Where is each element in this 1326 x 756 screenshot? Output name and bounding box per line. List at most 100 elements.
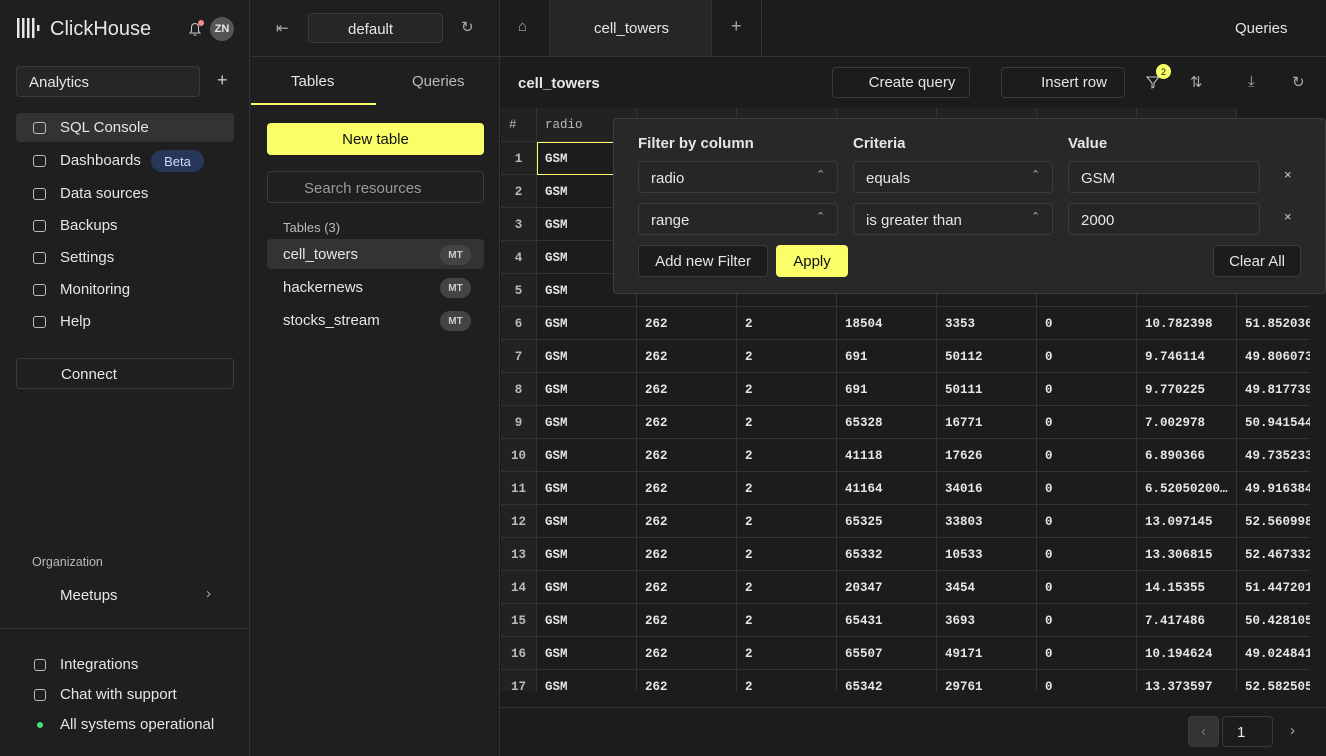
cell[interactable]: 34016 [937,472,1037,505]
cell[interactable]: 10.194624 [1137,637,1237,670]
cell[interactable]: 50.941544 [1237,406,1310,439]
cell[interactable]: 262 [637,538,737,571]
cell[interactable]: 2 [737,439,837,472]
filter-select[interactable]: equals [853,161,1053,193]
remove-filter[interactable]: × [1284,209,1292,224]
cell[interactable]: 0 [1037,571,1137,604]
bell[interactable] [186,20,204,38]
cell[interactable]: 65507 [837,637,937,670]
refresh[interactable]: ↻ [461,19,474,36]
cell[interactable]: 41164 [837,472,937,505]
database-select[interactable]: default [308,13,443,43]
filter-select[interactable]: radio [638,161,838,193]
cell[interactable]: 14.15355 [1137,571,1237,604]
cell[interactable]: 51.852036 [1237,307,1310,340]
cell[interactable]: GSM [537,340,637,373]
cell[interactable]: 7.417486 [1137,604,1237,637]
filter-select[interactable]: range [638,203,838,235]
remove-filter[interactable]: × [1284,167,1292,182]
cell[interactable]: 13.306815 [1137,538,1237,571]
cell[interactable]: 262 [637,505,737,538]
nav-item[interactable]: Help [60,313,91,330]
cell[interactable]: 10.782398 [1137,307,1237,340]
cell[interactable]: 18504 [837,307,937,340]
new-table[interactable]: New table [267,123,484,155]
table-name[interactable]: hackernews [283,279,364,296]
reload[interactable]: ↻ [1292,74,1305,91]
cell[interactable]: 9.770225 [1137,373,1237,406]
nav-item[interactable]: SQL Console [60,119,149,136]
cell[interactable]: 0 [1037,505,1137,538]
cell[interactable]: 49.024841 [1237,637,1310,670]
cell[interactable]: 65431 [837,604,937,637]
org[interactable]: Meetups [60,587,118,604]
cell[interactable]: 29761 [937,670,1037,691]
cell[interactable]: 10533 [937,538,1037,571]
cell[interactable]: 262 [637,472,737,505]
cell[interactable]: 50.428105 [1237,604,1310,637]
cell[interactable]: 262 [637,571,737,604]
cell[interactable]: 6.890366 [1137,439,1237,472]
cell[interactable]: 20347 [837,571,937,604]
add-filter[interactable]: Add new Filter [638,245,768,277]
nav-item[interactable]: Dashboards [60,152,141,169]
cell[interactable]: 52.4673329 [1237,538,1310,571]
cell[interactable] [1237,274,1310,307]
cell[interactable]: 0 [1037,373,1137,406]
home[interactable]: ⌂ [518,18,528,35]
cell[interactable]: 33803 [937,505,1037,538]
cell[interactable]: 2 [737,505,837,538]
cell[interactable]: 13.373597 [1137,670,1237,691]
cell[interactable]: 49.817739 [1237,373,1310,406]
cell[interactable]: 691 [837,340,937,373]
cell[interactable]: 2 [737,406,837,439]
cell[interactable]: 2 [737,670,837,691]
nav-item[interactable]: Settings [60,249,115,266]
cell[interactable]: GSM [537,670,637,691]
cell[interactable]: 2 [737,538,837,571]
nav-item[interactable]: Data sources [60,185,149,202]
cell[interactable]: 2 [737,340,837,373]
cell[interactable]: 51.447201 [1237,571,1310,604]
cell[interactable]: GSM [537,406,637,439]
cell[interactable]: 52.560998 [1237,505,1310,538]
tab-label[interactable]: cell_towers [594,20,670,37]
create-query[interactable]: Create query [832,67,970,98]
cell[interactable]: 16771 [937,406,1037,439]
download[interactable]: ⤓ [1248,73,1255,90]
tab-queries[interactable]: Queries [412,73,465,90]
cell[interactable]: 262 [637,307,737,340]
cell[interactable]: 50112 [937,340,1037,373]
cell[interactable]: GSM [537,439,637,472]
next-page[interactable]: › [1290,722,1295,739]
insert-row[interactable]: Insert row [1001,67,1125,98]
cell[interactable]: GSM [537,571,637,604]
cell[interactable]: GSM [537,373,637,406]
connect[interactable]: Connect [16,358,234,389]
cell[interactable]: 262 [637,340,737,373]
cell[interactable]: 0 [1037,439,1137,472]
cell[interactable]: 52.582505 [1237,670,1310,691]
table-name[interactable]: cell_towers [283,246,359,263]
cell[interactable]: GSM [537,472,637,505]
cell[interactable]: 0 [1037,406,1137,439]
cell[interactable]: GSM [537,538,637,571]
cell[interactable]: 49.735233 [1237,439,1310,472]
cell[interactable]: 2 [737,307,837,340]
cell[interactable]: 2 [737,571,837,604]
search[interactable]: Search resources [267,171,484,203]
nav-item[interactable]: Backups [60,217,118,234]
add-service[interactable]: + [217,70,228,90]
filter-select[interactable]: is greater than [853,203,1053,235]
cell[interactable]: GSM [537,307,637,340]
filter-value[interactable]: 2000 [1068,203,1260,235]
table-name[interactable]: stocks_stream [283,312,380,329]
cell[interactable]: 2 [737,637,837,670]
cell[interactable]: GSM [537,604,637,637]
cell[interactable]: 49.806073 [1237,340,1310,373]
cell[interactable]: GSM [537,637,637,670]
filter-value[interactable]: GSM [1068,161,1260,193]
cell[interactable]: 262 [637,670,737,691]
cell[interactable]: 0 [1037,340,1137,373]
cell[interactable]: 2 [737,472,837,505]
